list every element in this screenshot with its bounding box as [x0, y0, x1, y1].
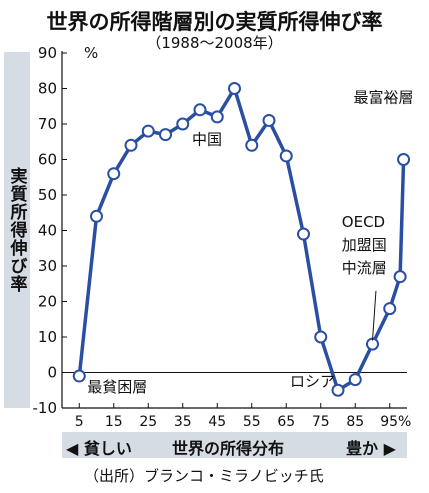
data-point: [348, 373, 362, 387]
data-point: [393, 270, 407, 284]
y-unit-label: %: [84, 44, 98, 62]
x-axis-label-band: [62, 432, 407, 458]
x-axis-label: 世界の所得分布: [172, 439, 285, 458]
data-point: [262, 113, 276, 127]
y-tick-label: 50: [38, 186, 57, 204]
source-note: （出所）ブランコ・ミラノビッチ氏: [84, 467, 324, 485]
data-point: [279, 149, 293, 163]
data-point: [297, 227, 310, 241]
annotation-middle: 中流層: [342, 259, 387, 277]
annotation-china: 中国: [192, 131, 222, 149]
y-tick-label: 20: [38, 293, 57, 311]
y-tick-label: 60: [38, 151, 57, 169]
data-point: [72, 369, 86, 383]
annotation-richest: 最富裕層: [354, 89, 414, 107]
annotation-oecd: OECD: [342, 213, 385, 231]
data-point: [90, 209, 103, 223]
x-tick-label: 25: [139, 414, 157, 430]
x-tick-label: 65: [277, 414, 295, 430]
annotation-leader-line: [372, 290, 377, 341]
y-axis-label: 実質所得伸び率: [6, 167, 27, 293]
data-point: [245, 138, 259, 152]
y-tick-label: 0: [47, 364, 57, 382]
data-point: [314, 330, 328, 344]
x-axis-left-label: ◀ 貧しい: [66, 439, 132, 458]
x-axis-right-label: 豊か ▶: [346, 439, 396, 458]
x-tick-label: 45: [208, 414, 226, 430]
y-tick-label: 40: [38, 222, 57, 240]
y-axis-label-band: [4, 52, 30, 408]
data-point: [159, 128, 172, 142]
x-tick-label: 15: [105, 414, 123, 430]
data-point: [176, 117, 190, 131]
chart-title: 世界の所得階層別の実質所得伸び率: [46, 10, 383, 34]
x-tick-label: 55: [243, 414, 261, 430]
data-point: [124, 138, 138, 152]
data-point: [331, 383, 345, 397]
x-tick-label: 75: [312, 414, 330, 430]
data-point: [383, 302, 397, 316]
data-point: [107, 167, 121, 181]
data-point: [193, 103, 207, 117]
annotation-poorest: 最貧困層: [87, 378, 147, 396]
x-tick-label: 35: [174, 414, 192, 430]
data-point: [228, 82, 241, 95]
x-tick-label: 95%: [380, 414, 411, 430]
y-tick-label: 80: [38, 80, 57, 98]
y-tick-label: -10: [33, 399, 58, 417]
x-tick-label: 5: [75, 414, 84, 430]
data-point: [397, 153, 411, 166]
y-tick-label: 10: [38, 328, 57, 346]
data-point: [210, 110, 224, 124]
annotation-member: 加盟国: [342, 236, 387, 254]
data-point: [141, 124, 155, 138]
x-tick-label: 85: [346, 414, 364, 430]
chart-subtitle: （1988～2008年）: [146, 34, 283, 52]
annotation-russia: ロシア: [290, 372, 335, 390]
y-tick-label: 70: [38, 115, 57, 133]
y-tick-label: 30: [38, 257, 57, 275]
y-tick-label: 90: [38, 44, 57, 62]
